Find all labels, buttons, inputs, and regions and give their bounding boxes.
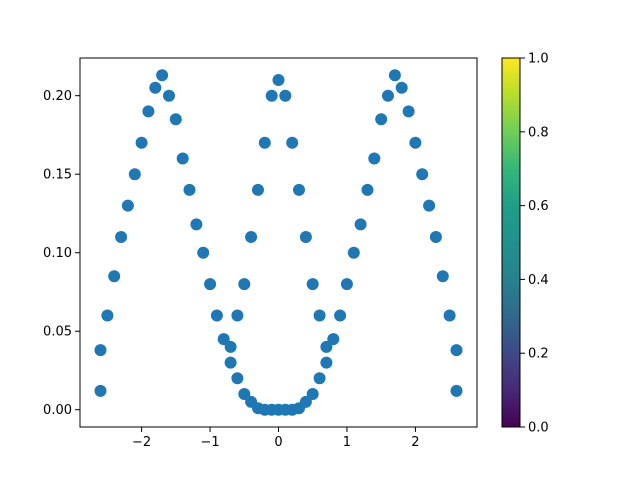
scatter-point xyxy=(197,246,210,259)
scatter-point xyxy=(320,340,333,353)
scatter-point xyxy=(409,136,422,149)
scatter-point xyxy=(293,183,305,196)
scatter-point xyxy=(156,69,169,82)
scatter-point xyxy=(238,278,251,291)
colorbar-axis: 0.0 0.2 0.4 0.6 0.8 1.0 xyxy=(520,52,549,436)
y-tick-label: 0.15 xyxy=(43,168,72,183)
scatter-point xyxy=(238,388,251,400)
scatter-point xyxy=(313,309,326,322)
colorbar-tick-label: 0.6 xyxy=(528,199,549,214)
scatter-point xyxy=(416,168,429,181)
y-tick-label: 0.20 xyxy=(43,89,72,104)
scatter-point xyxy=(231,372,244,385)
scatter-point xyxy=(436,270,449,283)
scatter-point xyxy=(231,309,244,322)
scatter-point xyxy=(272,74,285,86)
scatter-point xyxy=(279,89,292,102)
scatter-point xyxy=(163,89,175,102)
y-axis: 0.00 0.05 0.10 0.15 0.20 xyxy=(43,89,80,418)
scatter-point xyxy=(361,183,374,196)
scatter-point xyxy=(286,136,299,149)
colorbar-tick-label: 0.2 xyxy=(528,347,549,362)
scatter-point xyxy=(450,344,463,357)
scatter-point xyxy=(368,152,381,165)
y-tick-label: 0.05 xyxy=(43,325,72,340)
colorbar-tick-label: 0.8 xyxy=(528,125,549,140)
scatter-point xyxy=(94,344,107,357)
scatter-point xyxy=(306,278,319,291)
scatter-point xyxy=(347,246,360,259)
plot-frame xyxy=(79,57,478,428)
scatter-point xyxy=(224,356,237,369)
scatter-point xyxy=(429,231,442,243)
scatter-point xyxy=(299,231,312,243)
scatter-point xyxy=(388,69,401,82)
scatter-point xyxy=(382,89,394,102)
scatter-point xyxy=(340,278,353,291)
scatter-point xyxy=(190,218,203,231)
scatter-point xyxy=(423,199,436,212)
scatter-points xyxy=(94,69,463,416)
scatter-point xyxy=(245,231,258,243)
x-tick-label: −2 xyxy=(132,435,151,450)
scatter-point xyxy=(210,309,223,322)
x-tick-label: 2 xyxy=(411,435,419,450)
scatter-point xyxy=(313,372,326,385)
scatter-point xyxy=(135,136,148,149)
y-tick-label: 0.10 xyxy=(43,246,72,261)
colorbar-tick-label: 0.0 xyxy=(528,421,549,436)
x-tick-label: 0 xyxy=(274,435,282,450)
scatter-point xyxy=(224,340,237,353)
scatter-point xyxy=(299,395,312,408)
scatter-point xyxy=(128,168,141,181)
scatter-point xyxy=(149,81,162,94)
scatter-point xyxy=(327,333,340,346)
colorbar-tick-label: 1.0 xyxy=(528,52,549,67)
scatter-point xyxy=(450,384,463,397)
colorbar-tick-label: 0.4 xyxy=(528,273,549,288)
scatter-point xyxy=(258,136,271,149)
scatter-point xyxy=(354,218,367,231)
scatter-point xyxy=(121,199,134,212)
y-tick-label: 0.00 xyxy=(43,403,72,418)
scatter-point xyxy=(443,309,456,322)
scatter-point xyxy=(395,81,408,94)
scatter-point xyxy=(183,183,196,196)
scatter-point xyxy=(402,105,415,118)
scatter-point xyxy=(252,183,264,196)
scatter-point xyxy=(320,356,333,369)
x-tick-label: 1 xyxy=(343,435,351,450)
scatter-point xyxy=(94,384,107,397)
scatter-point xyxy=(101,309,114,322)
scatter-point xyxy=(176,152,189,165)
scatter-point xyxy=(115,231,128,243)
scatter-point xyxy=(306,388,319,400)
scatter-point xyxy=(108,270,121,283)
scatter-point xyxy=(265,89,278,102)
scatter-point xyxy=(375,113,388,126)
scatter-point xyxy=(204,278,217,291)
scatter-point xyxy=(334,309,347,322)
x-axis: −2 −1 0 1 2 xyxy=(132,427,420,450)
scatter-point xyxy=(142,105,155,118)
colorbar xyxy=(501,57,521,428)
x-tick-label: −1 xyxy=(200,435,219,450)
scatter-point xyxy=(169,113,182,126)
scatter-point xyxy=(217,333,230,346)
